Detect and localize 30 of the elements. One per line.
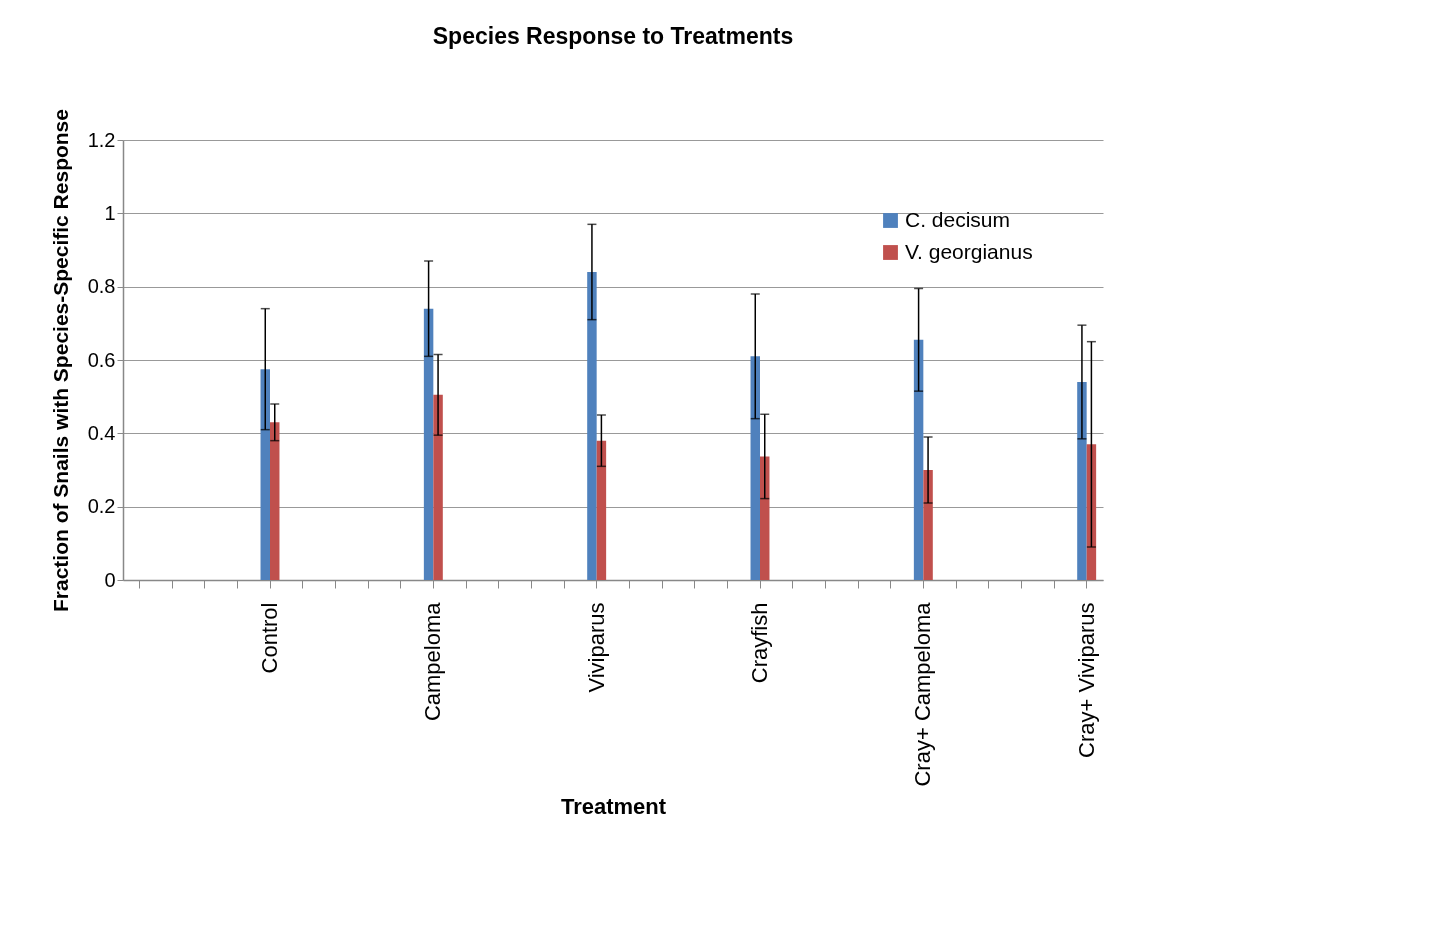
bar [260, 369, 270, 580]
y-tick-label: 0.4 [87, 421, 116, 444]
y-axis-title: Fraction of Snails with Species-Specific Response [48, 109, 72, 612]
x-tick-label: Crayfish [747, 602, 772, 684]
bar [433, 394, 443, 580]
y-tick-label: 0.6 [87, 348, 116, 371]
legend-label: C. decisum [905, 207, 1011, 231]
x-axis-title: Treatment [560, 793, 667, 819]
bar [587, 272, 597, 580]
y-tick-label: 0.2 [87, 495, 116, 518]
bar [750, 356, 760, 580]
bar [1086, 444, 1097, 580]
x-tick-label: Viviparus [583, 602, 609, 693]
bar [270, 422, 280, 580]
y-tick-label: 0 [104, 568, 116, 591]
y-tick-label: 1 [104, 201, 116, 224]
x-tick-label: Campeloma [420, 601, 446, 722]
x-tick-label: Cray+ Campeloma [910, 601, 936, 787]
x-tick-label: Cray+ Viviparus [1073, 602, 1099, 758]
bar [1077, 382, 1087, 580]
bar [423, 308, 434, 580]
y-tick-label: 0.8 [87, 275, 116, 298]
y-tick-label: 1.2 [87, 128, 116, 151]
bar [760, 456, 770, 580]
x-tick-label: Control [257, 602, 282, 674]
bar [923, 470, 933, 580]
legend-label: V. georgianus [905, 239, 1033, 263]
bar [596, 440, 607, 580]
bar [913, 339, 924, 580]
chart-title: Species Response to Treatments [432, 22, 794, 49]
